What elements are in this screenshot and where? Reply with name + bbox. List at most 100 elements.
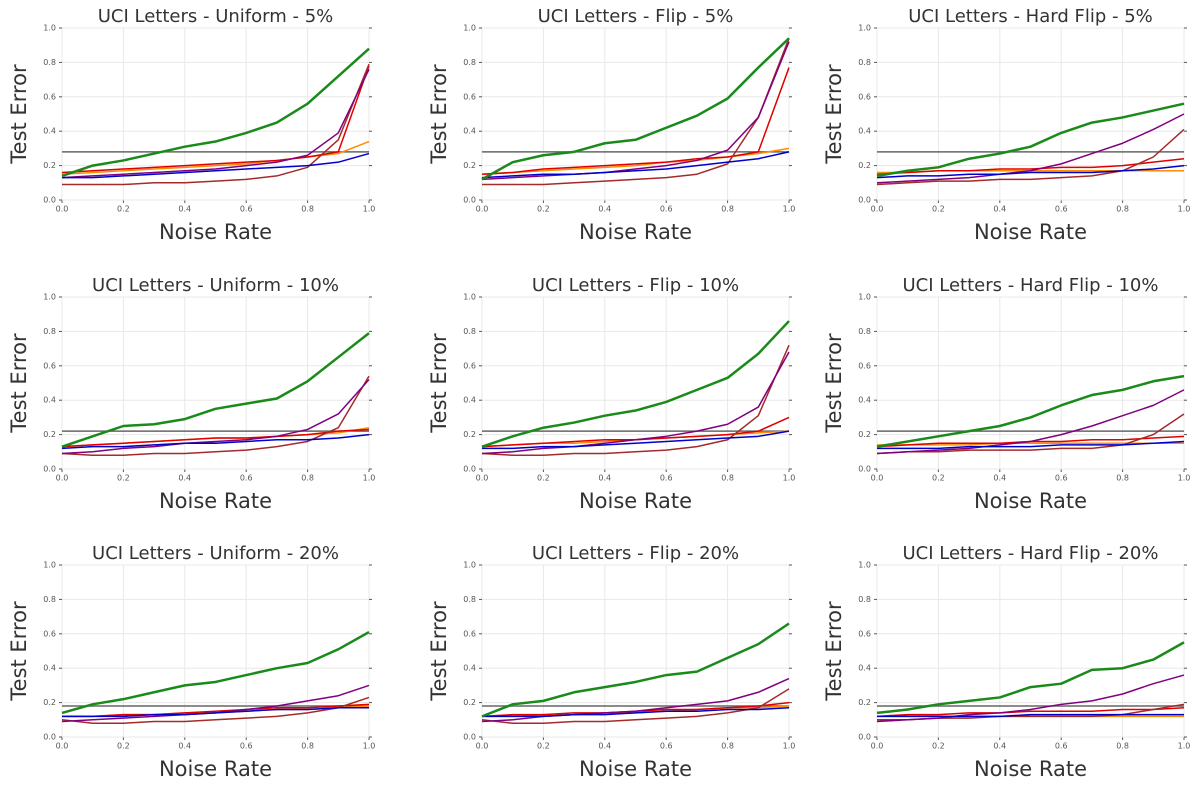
y-tick-label: 1.0 xyxy=(43,293,56,302)
line-series xyxy=(482,707,790,718)
y-tick-label: 0.0 xyxy=(43,196,56,205)
x-tick-label: 0.6 xyxy=(240,474,253,483)
subplot: 0.0 0.2 0.4 0.6 0.8 1.0 0.0 0.2 0.4 0.6 0.8 1.0 UCI … xyxy=(427,275,795,513)
y-tick-label: 0.8 xyxy=(858,595,871,604)
y-tick-label: 0.4 xyxy=(43,396,56,405)
y-axis-label: Test Error xyxy=(822,333,846,434)
line-series xyxy=(481,41,790,181)
y-tick-label: 0.0 xyxy=(858,196,871,205)
y-tick-label: 0.6 xyxy=(43,92,56,101)
x-tick-label: 0.4 xyxy=(178,742,191,751)
x-axis-label: Noise Rate xyxy=(159,489,272,513)
x-tick-label: 0.6 xyxy=(240,742,253,751)
y-tick-label: 0.0 xyxy=(43,733,56,742)
y-tick-label: 0.8 xyxy=(43,58,56,67)
y-axis-label: Test Error xyxy=(427,601,451,702)
line-series xyxy=(481,151,790,179)
y-tick-label: 1.0 xyxy=(463,293,476,302)
x-tick-label: 0.0 xyxy=(476,742,489,751)
x-tick-label: 0.2 xyxy=(117,742,130,751)
subplot: 0.0 0.2 0.4 0.6 0.8 1.0 0.0 0.2 0.4 0.6 0.8 1.0 UCI … xyxy=(427,543,795,781)
x-tick-label: 0.8 xyxy=(1116,742,1129,751)
y-tick-label: 0.2 xyxy=(43,161,56,170)
y-tick-label: 1.0 xyxy=(463,24,476,33)
subplot: 0.0 0.2 0.4 0.6 0.8 1.0 0.0 0.2 0.4 0.6 0.8 1.0 UCI … xyxy=(822,275,1190,513)
y-axis-label: Test Error xyxy=(7,64,31,165)
y-tick-label: 0.0 xyxy=(858,465,871,474)
x-tick-label: 0.0 xyxy=(56,205,69,214)
chart-title: UCI Letters - Uniform - 5% xyxy=(98,6,334,27)
y-tick-label: 0.8 xyxy=(463,58,476,67)
x-axis-label: Noise Rate xyxy=(579,757,692,781)
y-tick-label: 0.6 xyxy=(463,629,476,638)
line-series xyxy=(481,677,790,723)
y-axis-label: Test Error xyxy=(7,601,31,702)
x-tick-label: 1.0 xyxy=(363,742,376,751)
y-tick-label: 0.6 xyxy=(463,92,476,101)
x-tick-label: 0.4 xyxy=(993,742,1006,751)
x-tick-label: 0.0 xyxy=(871,474,884,483)
y-tick-label: 0.0 xyxy=(43,465,56,474)
x-tick-label: 0.8 xyxy=(1116,205,1129,214)
x-axis-label: Noise Rate xyxy=(159,757,272,781)
x-tick-label: 0.2 xyxy=(537,474,550,483)
x-tick-label: 0.4 xyxy=(598,742,611,751)
line-series xyxy=(876,113,1185,184)
x-axis-label: Noise Rate xyxy=(579,489,692,513)
x-tick-label: 0.0 xyxy=(476,205,489,214)
y-tick-label: 0.0 xyxy=(858,733,871,742)
subplot: 0.0 0.2 0.4 0.6 0.8 1.0 0.0 0.2 0.4 0.6 0.8 1.0 UCI … xyxy=(427,6,795,244)
line-series xyxy=(877,440,1185,450)
line-series xyxy=(876,413,1185,455)
x-tick-label: 0.0 xyxy=(871,742,884,751)
y-tick-label: 0.2 xyxy=(43,430,56,439)
line-series xyxy=(62,707,369,718)
x-tick-label: 0.8 xyxy=(721,742,734,751)
y-axis-label: Test Error xyxy=(822,64,846,165)
line-series xyxy=(876,164,1185,179)
subplot: 0.0 0.2 0.4 0.6 0.8 1.0 0.0 0.2 0.4 0.6 0.8 1.0 UCI … xyxy=(7,275,375,513)
line-series xyxy=(62,152,370,179)
y-tick-label: 0.2 xyxy=(43,698,56,707)
line-series xyxy=(61,332,370,448)
chart-title: UCI Letters - Flip - 20% xyxy=(532,543,739,564)
y-axis-label: Test Error xyxy=(822,601,846,702)
x-tick-label: 0.0 xyxy=(56,742,69,751)
y-tick-label: 1.0 xyxy=(43,561,56,570)
y-tick-label: 0.2 xyxy=(858,430,871,439)
y-tick-label: 0.8 xyxy=(463,595,476,604)
line-series xyxy=(876,707,1185,718)
y-tick-label: 0.4 xyxy=(43,127,56,136)
x-axis-label: Noise Rate xyxy=(974,757,1087,781)
y-tick-label: 0.2 xyxy=(858,698,871,707)
y-tick-label: 0.4 xyxy=(858,664,871,673)
y-tick-label: 0.8 xyxy=(43,327,56,336)
line-series xyxy=(481,351,790,455)
chart-title: UCI Letters - Hard Flip - 5% xyxy=(908,6,1153,27)
line-series xyxy=(876,102,1185,178)
x-tick-label: 1.0 xyxy=(363,474,376,483)
x-tick-label: 0.0 xyxy=(476,474,489,483)
x-tick-label: 0.0 xyxy=(871,205,884,214)
x-tick-label: 0.2 xyxy=(537,742,550,751)
x-tick-label: 0.6 xyxy=(1055,474,1068,483)
line-series xyxy=(481,344,790,456)
line-series xyxy=(61,630,370,715)
x-tick-label: 0.2 xyxy=(932,474,945,483)
y-tick-label: 0.0 xyxy=(463,465,476,474)
x-tick-label: 0.8 xyxy=(721,205,734,214)
x-tick-label: 1.0 xyxy=(783,742,796,751)
y-tick-label: 0.2 xyxy=(463,430,476,439)
x-tick-label: 0.2 xyxy=(117,205,130,214)
x-tick-label: 0.4 xyxy=(993,205,1006,214)
subplot: 0.0 0.2 0.4 0.6 0.8 1.0 0.0 0.2 0.4 0.6 0.8 1.0 UCI … xyxy=(7,543,375,781)
y-axis-label: Test Error xyxy=(7,333,31,434)
chart-title: UCI Letters - Uniform - 20% xyxy=(92,543,339,564)
y-tick-label: 0.8 xyxy=(43,595,56,604)
y-tick-label: 1.0 xyxy=(463,561,476,570)
line-series xyxy=(876,128,1185,186)
x-axis-label: Noise Rate xyxy=(579,220,692,244)
x-tick-label: 0.6 xyxy=(660,742,673,751)
x-tick-label: 1.0 xyxy=(783,474,796,483)
